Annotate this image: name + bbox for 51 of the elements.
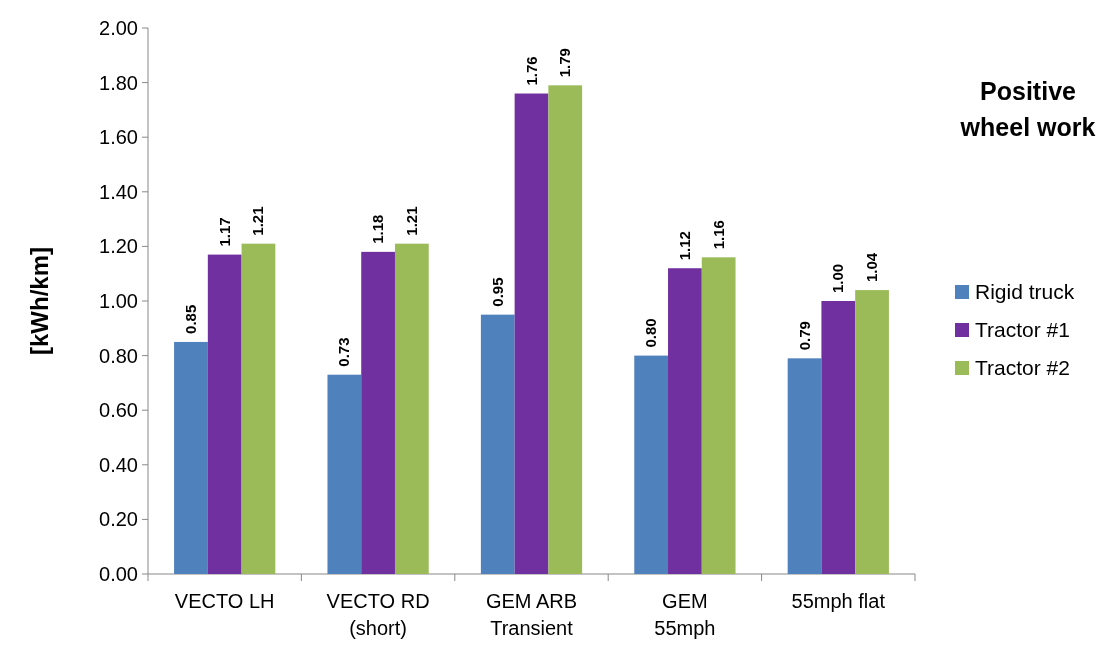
- y-tick-label: 0.00: [99, 563, 138, 585]
- data-label: 1.04: [863, 252, 881, 283]
- y-tick-label: 0.80: [99, 344, 138, 367]
- bar: [480, 314, 515, 574]
- bar: [327, 374, 362, 574]
- data-label: 1.18: [369, 214, 387, 244]
- y-tick-label: 0.20: [99, 508, 138, 531]
- bar: [548, 85, 583, 574]
- bar: [361, 251, 395, 574]
- bar: [821, 301, 856, 574]
- y-tick-label: 2.00: [99, 17, 138, 39]
- bar: [787, 358, 822, 574]
- data-label: 1.12: [675, 231, 693, 261]
- data-label: 1.16: [709, 220, 727, 250]
- bar: [394, 243, 429, 574]
- y-tick-label: 1.60: [99, 126, 138, 149]
- bar: [855, 290, 889, 574]
- data-label: 1.21: [402, 206, 420, 236]
- y-tick-label: 0.60: [99, 399, 138, 422]
- bar: [634, 355, 669, 574]
- x-tick-label: GEM ARB Transient: [485, 590, 578, 639]
- x-tick-label: GEM 55mph: [654, 590, 716, 639]
- bar: [241, 243, 276, 574]
- bar: [207, 254, 242, 574]
- data-label: 0.80: [642, 318, 660, 348]
- text: Positive wheel work: [959, 77, 1096, 141]
- y-tick-label: 1.00: [99, 290, 138, 312]
- data-label: 0.79: [795, 321, 813, 351]
- y-tick-label: 0.40: [99, 453, 138, 476]
- data-label: 1.76: [522, 56, 540, 86]
- x-tick-label: VECTO LH: [174, 590, 275, 612]
- y-tick-label: 1.80: [99, 71, 138, 94]
- y-tick-label: 1.40: [99, 180, 138, 203]
- data-label: 1.21: [249, 206, 267, 236]
- data-label: 1.00: [829, 263, 847, 293]
- legend-label: Tractor #1: [975, 318, 1070, 342]
- legend-label: Rigid truck: [975, 280, 1075, 304]
- bar: [514, 93, 549, 574]
- y-axis-title: [kWh/km]: [26, 247, 53, 355]
- bar: [701, 257, 736, 574]
- data-label: 1.79: [556, 48, 574, 78]
- data-label: 1.17: [215, 217, 233, 247]
- data-label: 0.95: [488, 277, 506, 307]
- y-tick-label: 1.20: [99, 235, 138, 258]
- data-label: 0.85: [181, 304, 199, 334]
- bar: [174, 341, 208, 574]
- x-tick-label: 55mph flat: [791, 590, 886, 612]
- data-label: 0.73: [335, 337, 353, 367]
- bar: [668, 268, 702, 574]
- x-tick-label: VECTO RD (short): [326, 590, 430, 639]
- legend-label: Tractor #2: [975, 356, 1070, 380]
